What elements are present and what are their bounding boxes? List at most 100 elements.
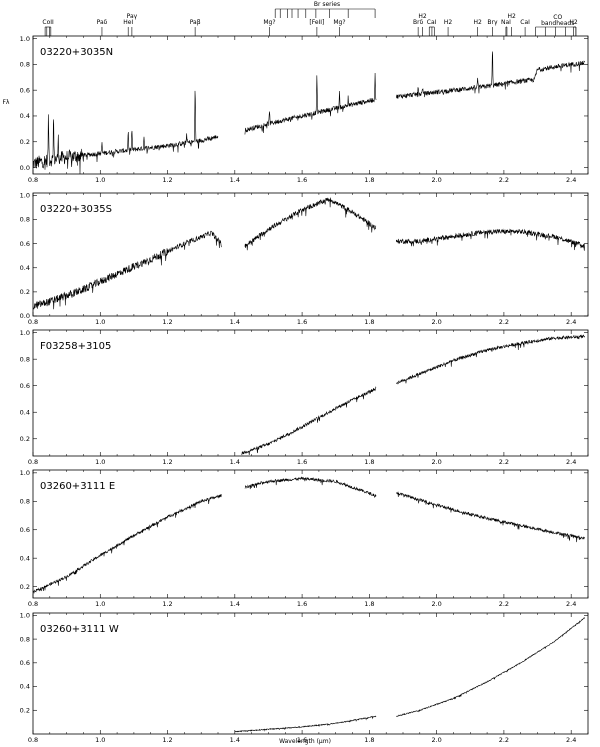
y-tick-label: 0.4 (20, 408, 30, 416)
x-tick-label: 2.0 (431, 458, 441, 466)
spectrum-segment-2 (396, 617, 585, 717)
spectrum-segment-1 (241, 386, 377, 456)
y-tick-label: 0.2 (20, 583, 30, 591)
panel-label: F03258+3105 (40, 341, 111, 352)
y-tick-label: 0.8 (20, 355, 30, 363)
spectrum-segment-3 (395, 51, 585, 100)
spectrum-segment-2 (244, 73, 377, 135)
feature-label: Paβ (190, 19, 201, 26)
spectrum-panel-4: 0.8 1.0 1.2 1.4 1.6 1.8 2.0 2.2 2.4 0.2 0.4 0.6 0.8 1… (20, 469, 589, 608)
x-tick-label: 1.6 (297, 458, 307, 466)
feature-label: CO (553, 14, 562, 21)
x-tick-label: 1.2 (162, 736, 172, 744)
x-tick-label: 2.0 (431, 318, 441, 326)
spectrum-panel-5: 0.8 1.0 1.2 1.4 1.6 1.8 2.0 2.2 2.4 0.2 0.4 0.6 0.8 1… (20, 612, 589, 744)
y-tick-label: 0.2 (20, 706, 30, 714)
feature-label: Brγ (487, 19, 498, 26)
y-tick-label: 0.8 (20, 497, 30, 505)
feature-label: Paγ (127, 13, 138, 20)
y-tick-label: 0.4 (20, 554, 30, 562)
x-tick-label: 0.8 (28, 176, 38, 184)
x-tick-label: 2.4 (566, 176, 576, 184)
x-tick-label: 0.8 (28, 736, 38, 744)
y-tick-label: 0.2 (20, 288, 30, 296)
y-tick-label: 1.0 (20, 329, 30, 337)
y-tick-label: 0.0 (20, 164, 30, 172)
x-tick-label: 2.0 (431, 736, 441, 744)
x-tick-label: 1.4 (230, 176, 240, 184)
panel-frame (32, 469, 589, 599)
spectrum-segment-2 (244, 197, 377, 251)
x-tick-label: 2.2 (499, 318, 509, 326)
x-tick-label: 1.2 (162, 176, 172, 184)
y-tick-label: 0.6 (20, 382, 30, 390)
y-tick-label: 0.2 (20, 435, 30, 443)
x-tick-label: 0.8 (28, 600, 38, 608)
feature-label: Paδ (97, 19, 108, 26)
feature-label: CaI (520, 19, 530, 26)
y-tick-label: 1.0 (20, 192, 30, 200)
panel-frame (32, 192, 589, 317)
x-tick-label: 1.2 (162, 600, 172, 608)
feature-label: H2 (474, 19, 483, 26)
x-tick-label: 1.4 (230, 600, 240, 608)
feature-label: bandheads (541, 20, 574, 27)
x-tick-label: 0.8 (28, 458, 38, 466)
x-tick-label: 2.2 (499, 176, 509, 184)
feature-label: Mg? (333, 19, 345, 26)
y-tick-label: 0.6 (20, 526, 30, 534)
spectra-panels: 0.8 1.0 1.2 1.4 1.6 1.8 2.0 2.2 2.4 0.0 0.2 0.4 0.6 0… (20, 35, 589, 744)
y-tick-label: 0.0 (20, 312, 30, 320)
y-tick-label: 0.8 (20, 216, 30, 224)
x-tick-label: 2.2 (499, 600, 509, 608)
x-tick-label: 1.0 (95, 600, 105, 608)
feature-label: H2 (418, 13, 427, 20)
x-tick-label: 2.4 (566, 600, 576, 608)
x-tick-label: 2.4 (566, 458, 576, 466)
x-tick-label: 2.4 (566, 736, 576, 744)
y-tick-label: 0.4 (20, 112, 30, 120)
spectrum-segment-3 (396, 491, 585, 543)
x-tick-label: 1.2 (162, 318, 172, 326)
panel-label: 03260+3111 W (40, 624, 119, 635)
y-tick-label: 0.8 (20, 61, 30, 69)
y-tick-label: 0.4 (20, 683, 30, 691)
feature-label: H2 (569, 19, 578, 26)
panel-frame (32, 35, 589, 175)
spectrum-panel-1: 0.8 1.0 1.2 1.4 1.6 1.8 2.0 2.2 2.4 0.0 0.2 0.4 0.6 0… (20, 35, 589, 184)
y-tick-label: 0.2 (20, 138, 30, 146)
y-tick-label: 1.0 (20, 469, 30, 477)
x-tick-label: 1.6 (297, 736, 307, 744)
x-tick-label: 1.0 (95, 458, 105, 466)
spectrum-panel-2: 0.8 1.0 1.2 1.4 1.6 1.8 2.0 2.2 2.4 0.0 0.2 0.4 0.6 0… (20, 192, 589, 326)
y-tick-label: 1.0 (20, 35, 30, 43)
spectrum-segment-1 (32, 494, 222, 594)
spectrum-segment-1 (234, 715, 377, 733)
x-tick-label: 1.2 (162, 458, 172, 466)
feature-label: H2 (507, 13, 516, 20)
x-tick-label: 1.4 (230, 458, 240, 466)
x-tick-label: 2.2 (499, 736, 509, 744)
x-tick-label: 1.6 (297, 318, 307, 326)
x-tick-label: 1.8 (364, 176, 374, 184)
spectrum-segment-2 (244, 476, 377, 499)
x-tick-label: 2.0 (431, 600, 441, 608)
spectrum-segment-1 (32, 230, 222, 310)
y-tick-label: 0.6 (20, 240, 30, 248)
x-tick-label: 1.0 (95, 318, 105, 326)
x-tick-label: 0.8 (28, 318, 38, 326)
spectrum-segment-3 (395, 228, 585, 251)
x-tick-label: 1.6 (297, 176, 307, 184)
panel-frame (32, 612, 589, 735)
y-axis-title: Fλ (2, 99, 9, 106)
br-series-label: Br series (314, 1, 340, 8)
feature-label: CaI (427, 19, 437, 26)
feature-label: CoII (42, 19, 54, 26)
feature-label: NaI (501, 19, 511, 26)
y-tick-label: 0.6 (20, 86, 30, 94)
x-axis-title: Wavelength (μm) (279, 738, 331, 745)
panel-label: 03220+3035S (40, 204, 112, 215)
x-tick-label: 1.8 (364, 600, 374, 608)
